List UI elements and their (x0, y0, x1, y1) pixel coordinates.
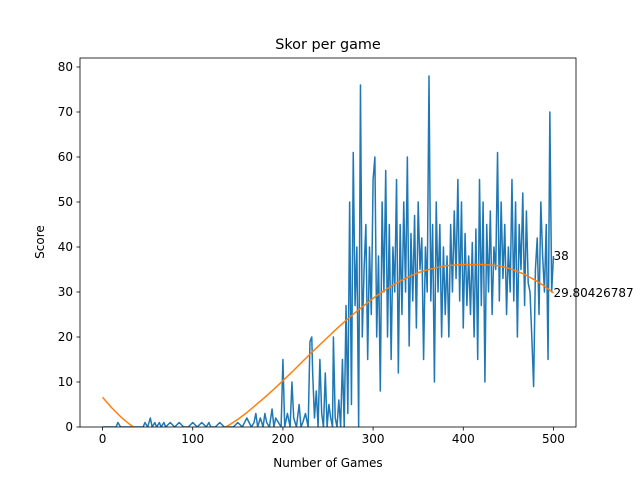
series-layer (101, 75, 555, 427)
data-label-1: 38 (553, 249, 568, 263)
data-label-2: 29.80426787 (553, 286, 633, 300)
y-axis-label: Score (33, 225, 47, 259)
y-tick-label: 50 (58, 195, 73, 209)
y-tick-label: 80 (58, 60, 73, 74)
y-tick-label: 60 (58, 150, 73, 164)
x-tick-label: 500 (542, 432, 565, 446)
y-tick-label: 30 (58, 285, 73, 299)
series-line-1 (102, 75, 555, 427)
plot-area (80, 58, 576, 427)
y-axis-ticks: 0 10 20 30 40 50 60 70 80 (58, 60, 80, 434)
x-tick-label: 100 (181, 432, 204, 446)
x-tick-label: 0 (99, 432, 107, 446)
x-axis-label: Number of Games (273, 456, 382, 470)
series-line-2 (101, 263, 554, 427)
annotations: 38 29.80426787 (553, 249, 633, 300)
x-tick-label: 400 (452, 432, 475, 446)
y-tick-label: 0 (65, 420, 73, 434)
y-tick-label: 10 (58, 375, 73, 389)
x-tick-label: 300 (362, 432, 385, 446)
y-tick-label: 20 (58, 330, 73, 344)
y-tick-label: 70 (58, 105, 73, 119)
plot-frame (79, 57, 577, 428)
chart-title: Skor per game (275, 37, 381, 53)
x-axis-ticks: 0 100 200 300 400 500 (99, 427, 565, 446)
x-tick-label: 200 (271, 432, 294, 446)
y-tick-label: 40 (58, 240, 73, 254)
